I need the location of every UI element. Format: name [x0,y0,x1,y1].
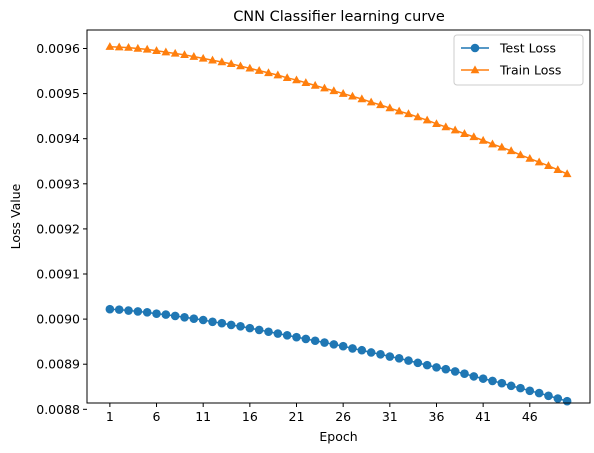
test-loss-point [152,309,161,318]
x-tick-label: 26 [335,409,351,424]
test-loss-point [348,344,357,353]
y-axis: 0.0088 0.0089 0.0090 0.0091 0.0092 0.0093 0.00… [36,41,87,417]
y-axis-label: Loss Value [8,183,23,249]
y-tick-label: 0.0096 [36,41,80,56]
test-loss-point [442,365,451,374]
test-loss-point [190,314,199,323]
x-tick-label: 6 [153,409,161,424]
test-loss-point [218,319,227,328]
test-loss-point [302,335,311,344]
legend-marker [471,44,480,53]
test-loss-point [106,305,115,314]
test-loss-point [386,352,395,361]
test-loss-point [255,326,264,335]
test-loss-point [423,361,432,370]
legend-label: Test Loss [499,41,556,56]
test-loss-point [563,397,572,406]
x-tick-label: 11 [195,409,211,424]
x-axis: 1 6 11 16 21 26 31 36 41 46 [106,403,538,424]
y-tick-label: 0.0089 [36,357,80,372]
test-loss-point [274,329,283,338]
y-tick-label: 0.0093 [36,176,80,191]
test-loss-point [470,372,479,381]
x-axis-label: Epoch [319,429,357,444]
test-loss-point [143,308,152,317]
test-loss-point [124,306,133,315]
legend-label: Train Loss [499,63,561,78]
test-loss-point [367,348,376,357]
test-loss-point [330,340,339,349]
series-layer [105,42,571,405]
test-loss-point [414,359,423,368]
test-loss-point [311,336,320,345]
x-tick-label: 31 [382,409,398,424]
test-loss-point [283,331,292,340]
test-loss-point [180,313,189,322]
y-tick-label: 0.0095 [36,86,80,101]
test-loss-point [339,342,348,351]
test-loss-point [404,356,413,365]
test-loss-point [498,379,507,388]
y-tick-label: 0.0090 [36,312,80,327]
test-loss-point [264,327,273,336]
legend: Test Loss Train Loss [454,35,583,85]
test-loss-point [451,367,460,376]
test-loss-point [171,312,180,321]
test-loss-point [236,322,245,331]
x-tick-label: 21 [289,409,305,424]
test-loss-point [479,374,488,383]
y-tick-label: 0.0091 [36,267,80,282]
test-loss-point [526,387,535,396]
test-loss-point [199,316,208,325]
test-loss-point [115,305,124,314]
test-loss-point [554,394,563,403]
y-tick-label: 0.0094 [36,131,80,146]
test-loss-point [376,350,385,359]
test-loss-point [292,333,301,342]
test-loss-point [460,369,469,378]
test-loss-point [162,310,171,319]
test-loss-point [358,346,367,355]
test-loss-point [516,384,525,393]
test-loss-line [110,309,567,401]
test-loss-point [535,389,544,398]
test-loss-series [106,305,572,406]
test-loss-point [544,391,553,400]
x-tick-label: 36 [429,409,445,424]
train-loss-point [105,42,114,50]
test-loss-point [488,377,497,386]
test-loss-point [227,321,236,330]
chart-title: CNN Classifier learning curve [233,9,445,25]
plot-frame [87,30,590,403]
test-loss-point [432,363,441,372]
plot-area: 1 6 11 16 21 26 31 36 41 46 0.00880.00890.00900.0… [36,30,590,424]
test-loss-point [246,324,255,333]
x-tick-label: 46 [522,409,538,424]
test-loss-point [395,354,404,363]
y-tick-label: 0.0088 [36,402,80,417]
x-tick-label: 41 [475,409,491,424]
x-tick-label: 16 [242,409,258,424]
test-loss-point [507,382,516,391]
y-tick-label: 0.0092 [36,221,80,236]
x-tick-label: 1 [106,409,114,424]
test-loss-point [208,318,217,327]
test-loss-point [320,338,329,347]
test-loss-point [134,307,143,316]
